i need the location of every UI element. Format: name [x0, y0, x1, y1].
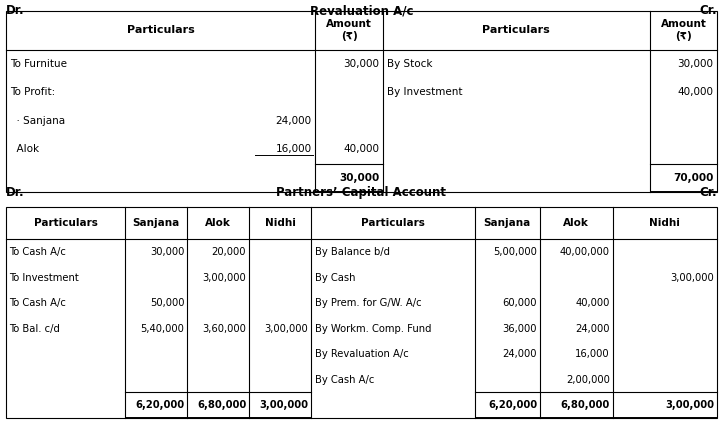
Text: 16,000: 16,000: [275, 144, 312, 154]
Text: 30,000: 30,000: [339, 173, 380, 183]
Text: By Balance b/d: By Balance b/d: [315, 247, 390, 257]
Text: By Prem. for G/W. A/c: By Prem. for G/W. A/c: [315, 298, 422, 308]
Text: By Cash: By Cash: [315, 273, 355, 283]
Text: Alok: Alok: [563, 218, 589, 228]
Text: 40,000: 40,000: [677, 87, 714, 97]
Text: 5,40,000: 5,40,000: [140, 324, 184, 334]
Text: 3,00,000: 3,00,000: [265, 324, 308, 334]
Text: 30,000: 30,000: [150, 247, 184, 257]
Text: To Furnitue: To Furnitue: [10, 59, 67, 69]
Text: 24,000: 24,000: [502, 349, 537, 359]
Text: To Investment: To Investment: [9, 273, 79, 283]
Text: Dr.: Dr.: [6, 4, 25, 17]
Bar: [6, 207, 717, 418]
Text: 6,80,000: 6,80,000: [197, 400, 247, 410]
Bar: [6, 11, 717, 192]
Text: By Cash A/c: By Cash A/c: [315, 375, 374, 384]
Text: 3,00,000: 3,00,000: [670, 273, 714, 283]
Text: By Revaluation A/c: By Revaluation A/c: [315, 349, 408, 359]
Text: By Investment: By Investment: [388, 87, 463, 97]
Text: Alok: Alok: [10, 144, 39, 154]
Text: Amount
(₹): Amount (₹): [661, 19, 706, 41]
Text: 40,000: 40,000: [576, 298, 609, 308]
Text: 3,00,000: 3,00,000: [259, 400, 308, 410]
Text: Dr.: Dr.: [6, 186, 25, 199]
Text: 2,00,000: 2,00,000: [566, 375, 609, 384]
Text: 40,00,000: 40,00,000: [560, 247, 609, 257]
Text: To Cash A/c: To Cash A/c: [9, 298, 67, 308]
Text: Alok: Alok: [205, 218, 231, 228]
Text: 16,000: 16,000: [575, 349, 609, 359]
Text: Particulars: Particulars: [127, 25, 194, 35]
Text: Revaluation A/c: Revaluation A/c: [309, 4, 414, 17]
Text: To Profit:: To Profit:: [10, 87, 56, 97]
Text: 3,00,000: 3,00,000: [665, 400, 714, 410]
Text: 50,000: 50,000: [150, 298, 184, 308]
Text: Nidhi: Nidhi: [265, 218, 296, 228]
Text: Cr.: Cr.: [700, 4, 717, 17]
Text: 3,60,000: 3,60,000: [202, 324, 247, 334]
Text: Particulars: Particulars: [361, 218, 424, 228]
Text: To Bal. c/d: To Bal. c/d: [9, 324, 60, 334]
Text: 70,000: 70,000: [673, 173, 714, 183]
Text: 24,000: 24,000: [275, 116, 312, 126]
Text: 6,80,000: 6,80,000: [560, 400, 609, 410]
Text: 3,00,000: 3,00,000: [202, 273, 247, 283]
Text: 6,20,000: 6,20,000: [488, 400, 537, 410]
Text: By Stock: By Stock: [388, 59, 432, 69]
Text: By Workm. Comp. Fund: By Workm. Comp. Fund: [315, 324, 431, 334]
Text: 40,000: 40,000: [343, 144, 380, 154]
Text: To Cash A/c: To Cash A/c: [9, 247, 67, 257]
Text: Sanjana: Sanjana: [132, 218, 180, 228]
Text: Amount
(₹): Amount (₹): [326, 19, 372, 41]
Text: Nidhi: Nidhi: [649, 218, 680, 228]
Text: 6,20,000: 6,20,000: [135, 400, 184, 410]
Text: 20,000: 20,000: [212, 247, 247, 257]
Text: 30,000: 30,000: [343, 59, 380, 69]
Text: 24,000: 24,000: [576, 324, 609, 334]
Text: 30,000: 30,000: [677, 59, 714, 69]
Text: Particulars: Particulars: [482, 25, 550, 35]
Text: 5,00,000: 5,00,000: [493, 247, 537, 257]
Text: 60,000: 60,000: [502, 298, 537, 308]
Text: · Sanjana: · Sanjana: [10, 116, 65, 126]
Text: Particulars: Particulars: [33, 218, 98, 228]
Text: 36,000: 36,000: [502, 324, 537, 334]
Text: Sanjana: Sanjana: [484, 218, 531, 228]
Text: Cr.: Cr.: [700, 186, 717, 199]
Text: Partners’ Capital Account: Partners’ Capital Account: [276, 186, 447, 199]
